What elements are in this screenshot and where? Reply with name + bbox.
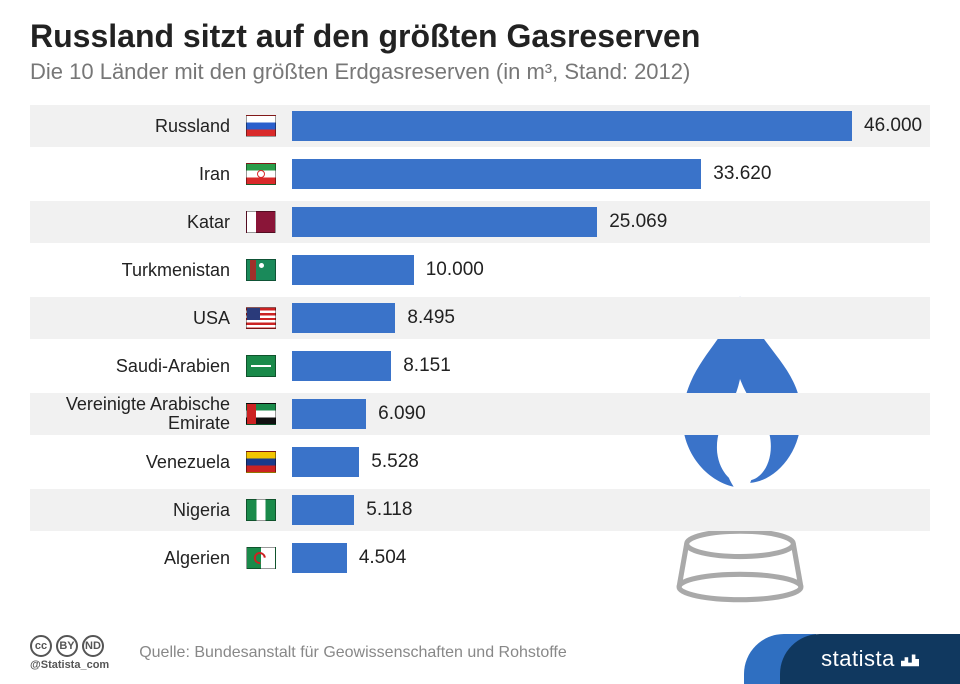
flag-cell bbox=[240, 547, 282, 569]
table-row: Saudi-Arabien 8.151 bbox=[30, 345, 930, 387]
bar-value: 25.069 bbox=[609, 211, 667, 233]
country-label: Katar bbox=[30, 213, 240, 232]
table-row: Katar 25.069 bbox=[30, 201, 930, 243]
table-row: Russland 46.000 bbox=[30, 105, 930, 147]
flag-cell bbox=[240, 451, 282, 473]
flag-cell bbox=[240, 115, 282, 137]
flag-cell bbox=[240, 403, 282, 425]
bar-cell: 5.528 bbox=[282, 441, 930, 483]
country-label: Turkmenistan bbox=[30, 261, 240, 280]
bar bbox=[292, 111, 852, 141]
source-text: Quelle: Bundesanstalt für Geowissenschaf… bbox=[139, 644, 567, 662]
bar bbox=[292, 543, 347, 573]
table-row: USA 8.495 bbox=[30, 297, 930, 339]
bar-value: 33.620 bbox=[713, 163, 771, 185]
bar bbox=[292, 303, 395, 333]
chart-footer: cc BY ND @Statista_com Quelle: Bundesans… bbox=[0, 622, 960, 684]
flag-ng-icon bbox=[246, 499, 276, 521]
flag-ae-icon bbox=[246, 403, 276, 425]
bar bbox=[292, 351, 391, 381]
flag-cell bbox=[240, 163, 282, 185]
bar-value: 8.495 bbox=[407, 307, 455, 329]
bar bbox=[292, 447, 359, 477]
country-label: Iran bbox=[30, 165, 240, 184]
flag-sa-icon bbox=[246, 355, 276, 377]
flag-cell bbox=[240, 499, 282, 521]
twitter-handle: @Statista_com bbox=[30, 659, 109, 671]
bar bbox=[292, 159, 701, 189]
table-row: Vereinigte Arabische Emirate 6.090 bbox=[30, 393, 930, 435]
flag-ve-icon bbox=[246, 451, 276, 473]
bar-cell: 8.151 bbox=[282, 345, 930, 387]
bar bbox=[292, 255, 414, 285]
bar-value: 4.504 bbox=[359, 547, 407, 569]
bar-value: 10.000 bbox=[426, 259, 484, 281]
table-row: Nigeria 5.118 bbox=[30, 489, 930, 531]
license-block: cc BY ND @Statista_com bbox=[30, 635, 109, 671]
table-row: Turkmenistan 10.000 bbox=[30, 249, 930, 291]
bar bbox=[292, 495, 354, 525]
flag-us-icon bbox=[246, 307, 276, 329]
bar-cell: 8.495 bbox=[282, 297, 930, 339]
bar-value: 8.151 bbox=[403, 355, 451, 377]
country-label: Nigeria bbox=[30, 501, 240, 520]
brand-badge: statista bbox=[780, 634, 960, 684]
bar-cell: 5.118 bbox=[282, 489, 930, 531]
bar-cell: 4.504 bbox=[282, 537, 930, 579]
bar-cell: 6.090 bbox=[282, 393, 930, 435]
bar-cell: 10.000 bbox=[282, 249, 930, 291]
country-label: Russland bbox=[30, 117, 240, 136]
table-row: Venezuela 5.528 bbox=[30, 441, 930, 483]
country-label: USA bbox=[30, 309, 240, 328]
bar-value: 5.118 bbox=[366, 499, 412, 521]
bar-value: 46.000 bbox=[864, 115, 922, 137]
flag-qa-icon bbox=[246, 211, 276, 233]
flag-dz-icon bbox=[246, 547, 276, 569]
flag-cell bbox=[240, 211, 282, 233]
table-row: Iran 33.620 bbox=[30, 153, 930, 195]
country-label: Saudi-Arabien bbox=[30, 357, 240, 376]
bar-cell: 46.000 bbox=[282, 105, 930, 147]
country-label: Algerien bbox=[30, 549, 240, 568]
flag-cell bbox=[240, 307, 282, 329]
flag-tm-icon bbox=[246, 259, 276, 281]
flag-ru-icon bbox=[246, 115, 276, 137]
country-label: Vereinigte Arabische Emirate bbox=[30, 395, 240, 433]
brand-chart-icon bbox=[901, 651, 919, 667]
country-label: Venezuela bbox=[30, 453, 240, 472]
by-icon: BY bbox=[56, 635, 78, 657]
flag-cell bbox=[240, 259, 282, 281]
bar-value: 5.528 bbox=[371, 451, 419, 473]
table-row: Algerien 4.504 bbox=[30, 537, 930, 579]
bar-cell: 25.069 bbox=[282, 201, 930, 243]
nd-icon: ND bbox=[82, 635, 104, 657]
bar bbox=[292, 399, 366, 429]
bar-value: 6.090 bbox=[378, 403, 426, 425]
cc-icon: cc bbox=[30, 635, 52, 657]
bar bbox=[292, 207, 597, 237]
brand-name: statista bbox=[821, 646, 895, 672]
bar-cell: 33.620 bbox=[282, 153, 930, 195]
flag-cell bbox=[240, 355, 282, 377]
flag-ir-icon bbox=[246, 163, 276, 185]
chart-title: Russland sitzt auf den größten Gasreserv… bbox=[30, 18, 930, 55]
chart-subtitle: Die 10 Länder mit den größten Erdgasrese… bbox=[30, 59, 930, 85]
